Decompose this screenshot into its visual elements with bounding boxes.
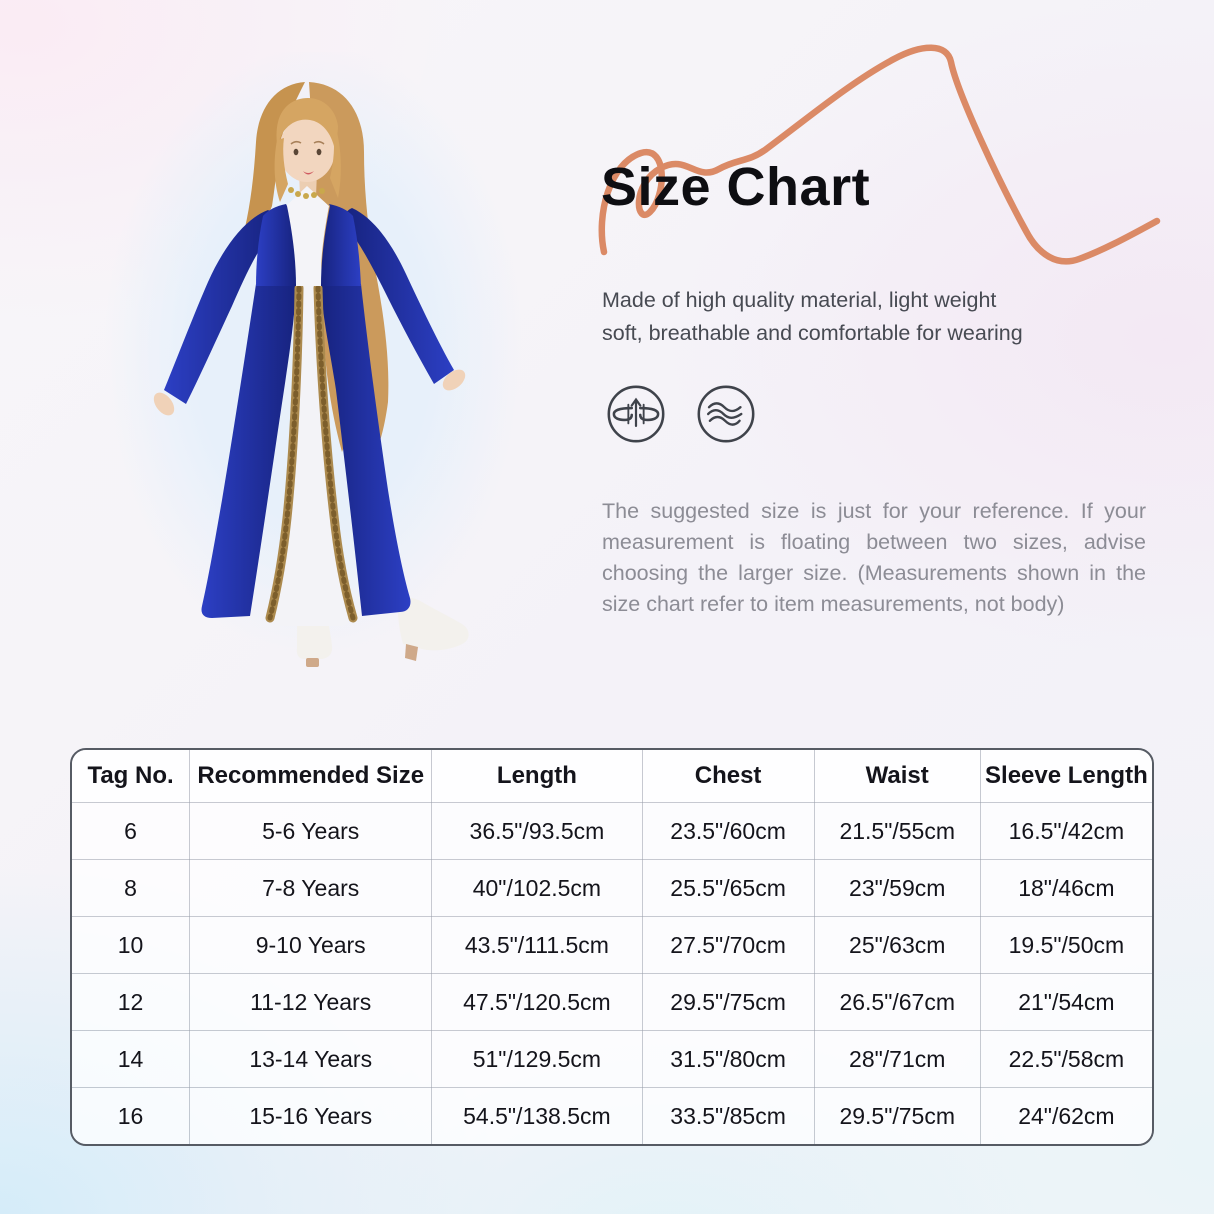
hair-back-left [242, 82, 305, 240]
cell-sleeve: 24"/62cm [979, 1087, 1152, 1144]
gold-trim-bands [265, 283, 358, 623]
cell-sleeve: 21"/54cm [979, 973, 1152, 1031]
cell-length: 43.5"/111.5cm [431, 916, 643, 974]
hair-front [274, 98, 341, 202]
table-row: 12 11-12 Years 47.5"/120.5cm 29.5"/75cm … [72, 973, 1152, 1031]
cell-size: 11-12 Years [189, 973, 433, 1031]
bodice-right-blue [321, 204, 361, 286]
header-cell-chest: Chest [641, 750, 815, 803]
table-row: 16 15-16 Years 54.5"/138.5cm 33.5"/85cm … [72, 1087, 1152, 1144]
cell-tag: 10 [72, 916, 191, 974]
cell-length: 40"/102.5cm [431, 859, 643, 917]
cell-waist: 25"/63cm [813, 916, 981, 974]
cell-chest: 33.5"/85cm [641, 1087, 815, 1144]
material-description: Made of high quality material, light wei… [602, 284, 1162, 350]
header-cell-sleeve-length: Sleeve Length [979, 750, 1152, 803]
cell-tag: 6 [72, 802, 191, 860]
cell-size: 15-16 Years [189, 1087, 433, 1144]
cell-waist: 29.5"/75cm [813, 1087, 981, 1144]
gold-necklace [288, 187, 325, 199]
skirt-center-white [271, 284, 351, 626]
skirt-left-blue [201, 284, 296, 618]
cell-chest: 29.5"/75cm [641, 973, 815, 1031]
material-description-line2: soft, breathable and comfortable for wea… [602, 321, 1023, 345]
cell-tag: 8 [72, 859, 191, 917]
model-photo-girl-in-blue-dress [153, 82, 469, 667]
cell-waist: 21.5"/55cm [813, 802, 981, 860]
cell-size: 5-6 Years [189, 802, 433, 860]
table-row: 10 9-10 Years 43.5"/111.5cm 27.5"/70cm 2… [72, 916, 1152, 974]
cell-size: 13-14 Years [189, 1030, 433, 1088]
header-cell-waist: Waist [813, 750, 981, 803]
face [290, 140, 325, 175]
cell-waist: 23"/59cm [813, 859, 981, 917]
table-header-row: Tag No. Recommended Size Length Chest Wa… [72, 750, 1152, 803]
cell-length: 51"/129.5cm [431, 1030, 643, 1088]
bodice-white-panel [286, 186, 329, 286]
right-hand [442, 369, 466, 391]
material-description-line1: Made of high quality material, light wei… [602, 288, 997, 312]
cell-waist: 28"/71cm [813, 1030, 981, 1088]
size-chart-table: Tag No. Recommended Size Length Chest Wa… [70, 748, 1154, 1146]
soft-texture-icon [697, 385, 755, 443]
feature-icons [602, 380, 760, 448]
table-row: 14 13-14 Years 51"/129.5cm 31.5"/80cm 28… [72, 1030, 1152, 1088]
cell-size: 7-8 Years [189, 859, 433, 917]
cell-waist: 26.5"/67cm [813, 973, 981, 1031]
cell-chest: 31.5"/80cm [641, 1030, 815, 1088]
cell-sleeve: 22.5"/58cm [979, 1030, 1152, 1088]
cell-chest: 25.5"/65cm [641, 859, 815, 917]
cell-tag: 12 [72, 973, 191, 1031]
head [279, 118, 335, 182]
bodice-left-blue [256, 204, 296, 286]
cell-tag: 16 [72, 1087, 191, 1144]
header-cell-tag-no: Tag No. [72, 750, 191, 803]
cell-sleeve: 18"/46cm [979, 859, 1152, 917]
left-sleeve [164, 210, 276, 404]
right-shoe [397, 597, 469, 661]
cell-length: 47.5"/120.5cm [431, 973, 643, 1031]
header-cell-recommended-size: Recommended Size [189, 750, 433, 803]
cell-tag: 14 [72, 1030, 191, 1088]
size-note: The suggested size is just for your refe… [602, 499, 1146, 616]
stretch-breathable-icon [607, 385, 665, 443]
page-title: Size Chart [601, 157, 871, 217]
cell-sleeve: 19.5"/50cm [979, 916, 1152, 974]
cell-length: 54.5"/138.5cm [431, 1087, 643, 1144]
cell-length: 36.5"/93.5cm [431, 802, 643, 860]
cell-sleeve: 16.5"/42cm [979, 802, 1152, 860]
cell-size: 9-10 Years [189, 916, 433, 974]
table-row: 6 5-6 Years 36.5"/93.5cm 23.5"/60cm 21.5… [72, 802, 1152, 860]
cell-chest: 27.5"/70cm [641, 916, 815, 974]
table-row: 8 7-8 Years 40"/102.5cm 25.5"/65cm 23"/5… [72, 859, 1152, 917]
header-cell-length: Length [431, 750, 643, 803]
left-hand [153, 392, 175, 416]
right-sleeve [344, 208, 454, 384]
skirt-right-blue [321, 284, 411, 616]
cell-chest: 23.5"/60cm [641, 802, 815, 860]
